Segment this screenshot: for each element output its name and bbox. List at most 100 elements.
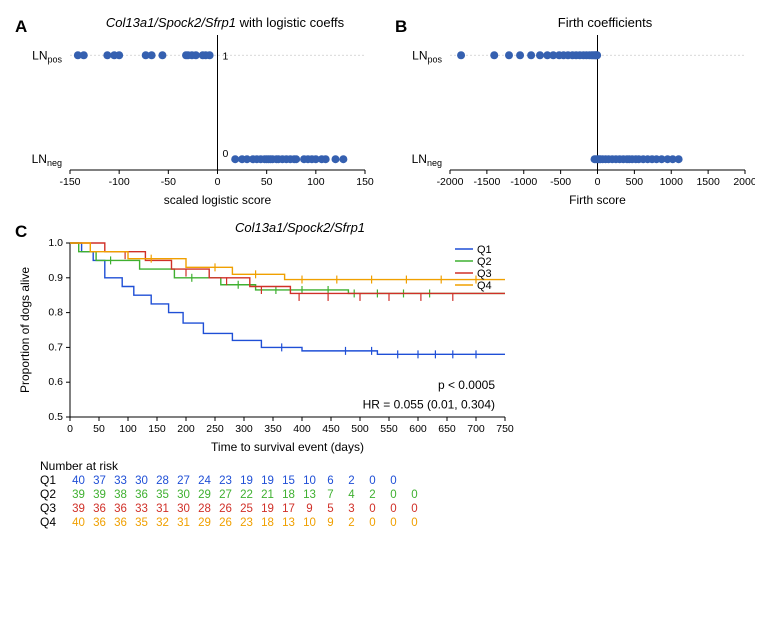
risk-value: 40: [68, 475, 89, 487]
svg-text:650: 650: [438, 423, 456, 435]
risk-row: Q239393836353029272221181374200: [40, 487, 535, 501]
svg-text:scaled logistic score: scaled logistic score: [164, 193, 272, 207]
risk-value: 32: [152, 517, 173, 529]
risk-value: 18: [257, 517, 278, 529]
svg-text:1000: 1000: [660, 176, 684, 188]
risk-value: 40: [68, 517, 89, 529]
risk-value: 0: [383, 517, 404, 529]
risk-value: 15: [278, 475, 299, 487]
figure-container: A Col13a1/Spock2/Sfrp1 with logistic coe…: [15, 15, 763, 529]
panel-a-label: A: [15, 17, 27, 37]
risk-value: 7: [320, 489, 341, 501]
risk-value: 2: [341, 517, 362, 529]
svg-text:50: 50: [93, 423, 105, 435]
svg-text:550: 550: [380, 423, 398, 435]
risk-value: 35: [152, 489, 173, 501]
svg-text:50: 50: [261, 176, 273, 188]
risk-value: 19: [257, 475, 278, 487]
panel-a-title-rest: with logistic coeffs: [236, 15, 344, 30]
risk-row-label: Q2: [40, 487, 68, 501]
risk-value: 36: [110, 503, 131, 515]
svg-text:Q1: Q1: [477, 244, 492, 256]
svg-text:0.6: 0.6: [48, 376, 63, 388]
panel-b-chart: -2000-1500-1000-5000500100015002000Firth…: [395, 30, 755, 210]
risk-row-label: Q1: [40, 473, 68, 487]
svg-text:500: 500: [626, 176, 644, 188]
svg-text:-2000: -2000: [437, 176, 464, 188]
svg-text:-1500: -1500: [473, 176, 500, 188]
risk-value: 33: [110, 475, 131, 487]
svg-text:500: 500: [351, 423, 369, 435]
svg-text:0.9: 0.9: [48, 272, 63, 284]
panel-c: C Col13a1/Spock2/Sfrp1 05010015020025030…: [15, 220, 535, 529]
svg-text:0: 0: [223, 148, 229, 160]
panel-c-label: C: [15, 222, 27, 242]
risk-value: 36: [110, 517, 131, 529]
svg-text:0.5: 0.5: [48, 411, 63, 423]
svg-text:700: 700: [467, 423, 485, 435]
risk-value: 24: [194, 475, 215, 487]
risk-value: 39: [68, 503, 89, 515]
risk-value: 28: [152, 475, 173, 487]
risk-value: 37: [89, 475, 110, 487]
risk-value: 0: [362, 475, 383, 487]
top-row: A Col13a1/Spock2/Sfrp1 with logistic coe…: [15, 15, 763, 210]
svg-text:0: 0: [595, 176, 601, 188]
risk-value: 10: [299, 517, 320, 529]
risk-value: 0: [383, 503, 404, 515]
risk-value: 18: [278, 489, 299, 501]
panel-b-label: B: [395, 17, 407, 37]
svg-text:LNneg: LNneg: [412, 152, 442, 168]
risk-table: Number at risk Q140373330282724231919151…: [40, 459, 535, 529]
risk-row-label: Q3: [40, 501, 68, 515]
risk-value: 3: [341, 503, 362, 515]
svg-text:-50: -50: [161, 176, 176, 188]
risk-value: 33: [131, 503, 152, 515]
risk-value: 25: [236, 503, 257, 515]
svg-text:LNpos: LNpos: [32, 48, 62, 64]
svg-text:Q2: Q2: [477, 256, 492, 268]
risk-value: 4: [341, 489, 362, 501]
risk-value: 30: [173, 489, 194, 501]
svg-text:Q3: Q3: [477, 268, 492, 280]
risk-value: 10: [299, 475, 320, 487]
risk-value: 0: [404, 517, 425, 529]
svg-text:350: 350: [264, 423, 282, 435]
risk-value: 13: [278, 517, 299, 529]
svg-text:150: 150: [356, 176, 374, 188]
risk-value: 2: [341, 475, 362, 487]
svg-text:150: 150: [148, 423, 166, 435]
svg-text:0: 0: [67, 423, 73, 435]
risk-value: 39: [89, 489, 110, 501]
svg-text:100: 100: [307, 176, 325, 188]
svg-text:LNneg: LNneg: [32, 152, 62, 168]
risk-rows-container: Q14037333028272423191915106200Q239393836…: [40, 473, 535, 529]
risk-value: 29: [194, 489, 215, 501]
risk-value: 0: [362, 503, 383, 515]
risk-value: 22: [236, 489, 257, 501]
risk-value: 28: [194, 503, 215, 515]
svg-text:Firth score: Firth score: [569, 193, 626, 207]
risk-value: 17: [278, 503, 299, 515]
svg-text:Time to survival event (days): Time to survival event (days): [211, 440, 364, 454]
risk-row: Q33936363331302826251917953000: [40, 501, 535, 515]
svg-text:1.0: 1.0: [48, 237, 63, 249]
risk-value: 19: [236, 475, 257, 487]
panel-b: B Firth coefficients -2000-1500-1000-500…: [395, 15, 755, 210]
svg-text:2000: 2000: [733, 176, 755, 188]
svg-text:1500: 1500: [696, 176, 720, 188]
risk-row: Q440363635323129262318131092000: [40, 515, 535, 529]
svg-text:200: 200: [177, 423, 195, 435]
svg-text:600: 600: [409, 423, 427, 435]
risk-value: 26: [215, 517, 236, 529]
risk-value: 0: [404, 489, 425, 501]
risk-value: 35: [131, 517, 152, 529]
risk-value: 27: [173, 475, 194, 487]
panel-a-chart: -150-100-50050100150scaled logistic scor…: [15, 30, 375, 210]
risk-value: 0: [362, 517, 383, 529]
risk-row-label: Q4: [40, 515, 68, 529]
panel-a-title: Col13a1/Spock2/Sfrp1 with logistic coeff…: [75, 15, 375, 30]
risk-value: 9: [320, 517, 341, 529]
risk-value: 0: [383, 489, 404, 501]
risk-value: 21: [257, 489, 278, 501]
